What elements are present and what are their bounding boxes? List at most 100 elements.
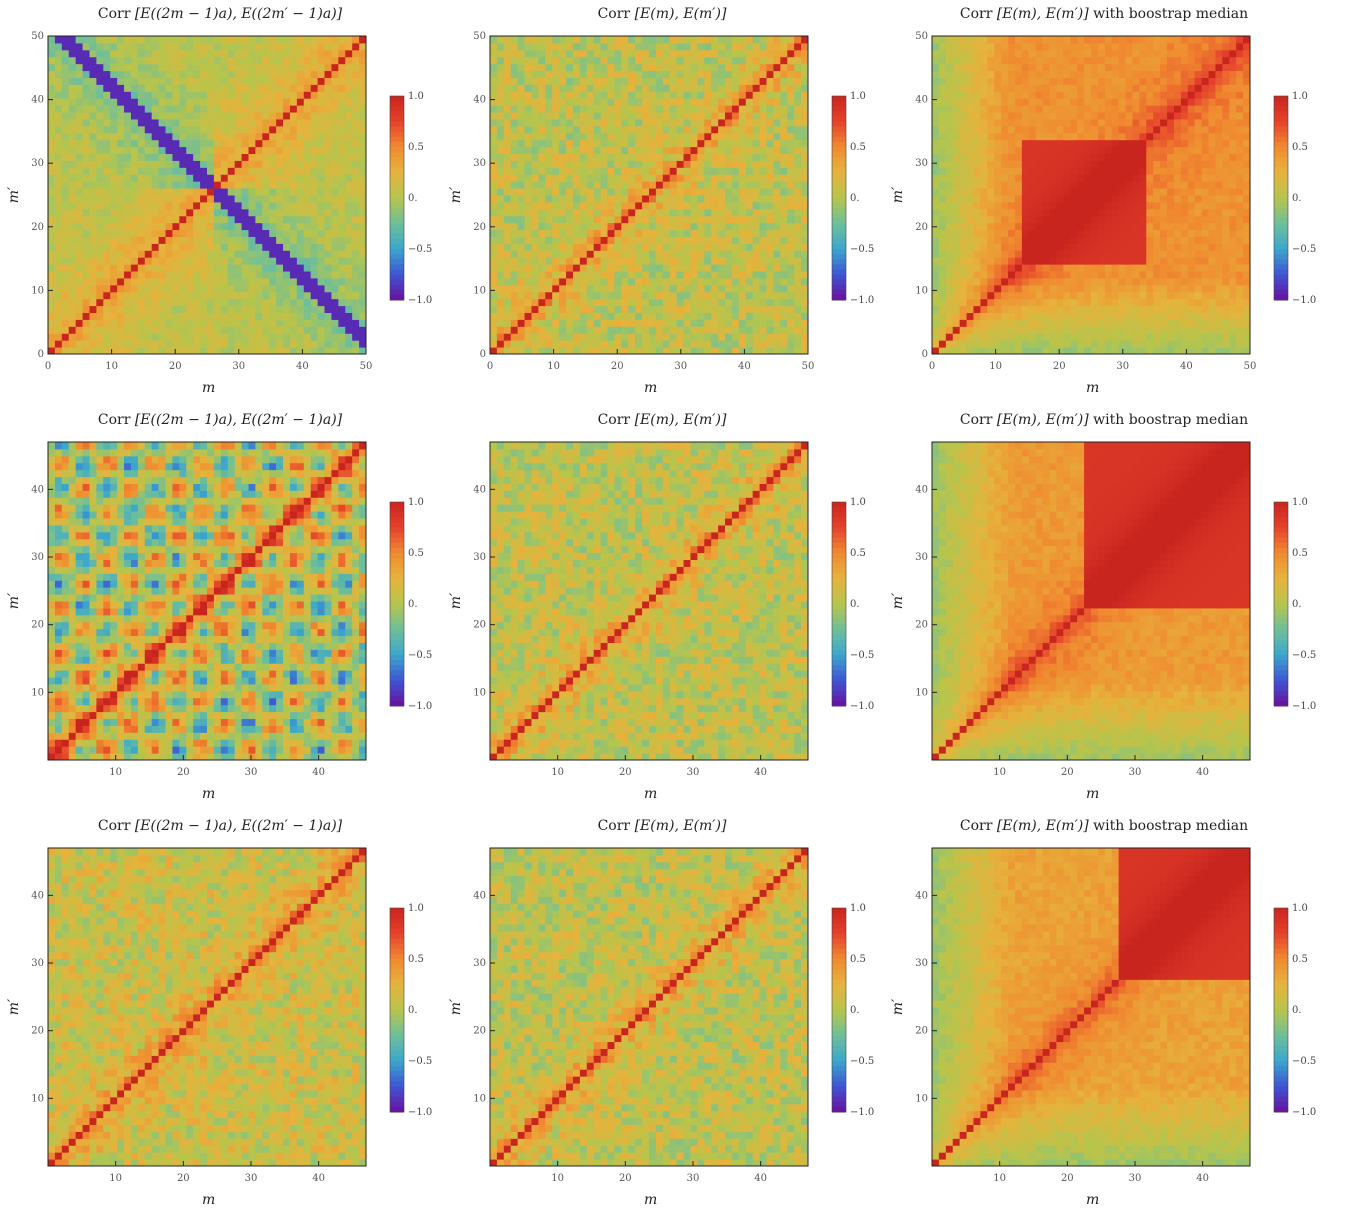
heatmap-cell (220, 63, 229, 72)
heatmap-cell (227, 105, 236, 113)
heatmap-cell (213, 319, 222, 327)
heatmap-cell (352, 84, 360, 92)
heatmap-cell (621, 284, 629, 293)
heatmap-cell (607, 56, 615, 65)
heatmap-cell (738, 118, 747, 127)
heatmap-cell (552, 333, 560, 341)
heatmap-cell (61, 229, 70, 237)
heatmap-cell (635, 264, 643, 272)
heatmap-cell (801, 118, 809, 127)
heatmap-cell (200, 250, 208, 258)
heatmap-cell (359, 243, 367, 251)
heatmap-cell (655, 326, 664, 334)
heatmap-cell (303, 125, 312, 134)
heatmap-cell (559, 298, 567, 307)
heatmap-cell (697, 63, 705, 72)
heatmap-cell (338, 167, 346, 175)
heatmap-cell (317, 91, 326, 99)
heatmap-cell (662, 49, 671, 58)
heatmap-cell (48, 167, 56, 175)
heatmap-cell (531, 312, 539, 320)
heatmap-cell (725, 271, 733, 279)
heatmap-cell (89, 132, 97, 141)
heatmap-cell (213, 312, 222, 320)
heatmap-cell (559, 333, 567, 341)
heatmap-cell (593, 250, 602, 258)
heatmap-cell (731, 42, 740, 51)
heatmap-cell (283, 222, 291, 231)
heatmap-cell (628, 243, 636, 251)
heatmap-cell (669, 160, 678, 168)
heatmap-cell (324, 236, 332, 244)
heatmap-cell (725, 139, 733, 148)
heatmap-cell (738, 284, 747, 293)
heatmap-cell (607, 49, 615, 58)
heatmap-cell (359, 125, 367, 134)
heatmap-cell (269, 271, 277, 279)
heatmap-cell (262, 326, 270, 334)
heatmap-cell (144, 36, 153, 44)
heatmap-cell (607, 118, 615, 127)
heatmap-cell (524, 326, 532, 334)
heatmap-cell (980, 298, 988, 307)
heatmap-cell (234, 98, 243, 106)
heatmap-cell (579, 229, 588, 237)
heatmap-cell (731, 319, 740, 327)
heatmap-cell (669, 340, 678, 348)
heatmap-cell (980, 63, 988, 72)
heatmap-cell (794, 333, 802, 341)
heatmap-cell (752, 77, 761, 85)
heatmap-cell (227, 167, 236, 175)
heatmap-cell (496, 284, 505, 293)
heatmap-cell (572, 326, 581, 334)
heatmap-cell (938, 208, 947, 217)
heatmap-cell (283, 36, 291, 44)
heatmap-cell (172, 153, 180, 161)
heatmap-cell (172, 264, 180, 272)
heatmap-cell (932, 42, 940, 51)
heatmap-cell (973, 42, 981, 51)
heatmap-cell (614, 42, 622, 51)
heatmap-cell (1001, 243, 1009, 251)
colorbar-segment (832, 223, 846, 230)
heatmap-cell (718, 319, 726, 327)
heatmap-cell (745, 42, 754, 51)
heatmap-cell (234, 236, 243, 244)
heatmap-cell (503, 153, 512, 161)
x-tick-label: 0 (487, 361, 493, 372)
colorbar-segment (390, 192, 404, 199)
heatmap-cell (117, 312, 125, 320)
heatmap-cell (966, 125, 974, 134)
heatmap-cell (338, 84, 346, 92)
heatmap-cell (697, 236, 705, 244)
heatmap-cell (117, 326, 125, 334)
heatmap-cell (697, 139, 705, 148)
heatmap-cell (110, 56, 118, 65)
heatmap-cell (179, 215, 187, 224)
heatmap-cell (96, 160, 104, 168)
heatmap-cell (932, 291, 940, 300)
heatmap-cell (496, 56, 505, 65)
heatmap-cell (510, 298, 519, 307)
heatmap-cell (690, 347, 698, 355)
heatmap-cell (932, 36, 940, 44)
heatmap-cell (621, 77, 629, 85)
heatmap-cell (234, 153, 243, 161)
heatmap-cell (559, 167, 567, 175)
heatmap-cell (635, 112, 643, 120)
heatmap-cell (752, 305, 761, 314)
heatmap-cell (945, 181, 954, 189)
heatmap-cell (207, 139, 215, 148)
heatmap-cell (193, 347, 201, 355)
heatmap-cell (1014, 277, 1023, 286)
heatmap-cell (303, 174, 312, 182)
heatmap-cell (262, 70, 270, 78)
heatmap-cell (669, 333, 678, 341)
heatmap-cell (61, 105, 70, 113)
heatmap-cell (980, 326, 988, 334)
heatmap-cell (241, 250, 249, 258)
heatmap-cell (524, 257, 532, 265)
heatmap-cell (938, 174, 947, 182)
heatmap-cell (559, 257, 567, 265)
heatmap-cell (649, 98, 657, 106)
